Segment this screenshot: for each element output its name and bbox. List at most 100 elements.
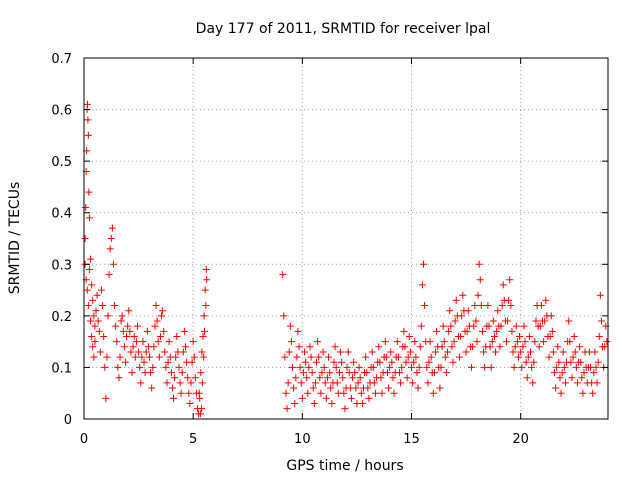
data-point: [196, 410, 204, 418]
data-point: [171, 374, 179, 382]
axis-ticks: [83, 57, 608, 420]
data-point: [450, 338, 458, 346]
data-point: [301, 348, 309, 356]
data-point: [377, 374, 385, 382]
data-point: [358, 400, 366, 408]
data-point: [198, 379, 206, 387]
data-point: [447, 322, 455, 330]
data-point: [286, 322, 294, 330]
data-point: [364, 384, 372, 392]
data-point: [160, 327, 168, 335]
data-point: [343, 363, 351, 371]
x-tick-label: 15: [403, 432, 420, 447]
data-point: [442, 369, 450, 377]
data-point: [283, 405, 291, 413]
data-point: [289, 363, 297, 371]
data-point: [510, 363, 518, 371]
data-point: [132, 338, 140, 346]
data-point: [573, 379, 581, 387]
data-point: [150, 343, 158, 351]
y-axis-label: SRMTID / TECUs: [7, 182, 23, 295]
data-point: [556, 374, 564, 382]
data-point: [566, 338, 574, 346]
data-point: [319, 348, 327, 356]
data-point: [154, 338, 162, 346]
data-point: [320, 363, 328, 371]
data-point: [128, 369, 136, 377]
data-point: [397, 379, 405, 387]
data-point: [545, 353, 553, 361]
data-point: [425, 358, 433, 366]
data-point: [330, 358, 338, 366]
data-point: [104, 312, 112, 320]
data-point: [416, 343, 424, 351]
data-point: [100, 332, 108, 340]
data-point: [337, 348, 345, 356]
data-point: [546, 332, 554, 340]
data-point: [551, 369, 559, 377]
data-point: [569, 353, 577, 361]
data-point: [404, 353, 412, 361]
data-point: [125, 307, 133, 315]
data-point: [462, 348, 470, 356]
data-point: [553, 363, 561, 371]
data-point: [412, 353, 420, 361]
data-point: [512, 322, 520, 330]
data-point: [102, 394, 110, 402]
data-point: [116, 353, 124, 361]
data-point: [354, 379, 362, 387]
data-point: [130, 332, 138, 340]
data-point: [437, 363, 445, 371]
y-tick-label: 0: [64, 413, 72, 428]
data-point: [387, 348, 395, 356]
data-point: [572, 363, 580, 371]
data-point: [514, 353, 522, 361]
data-point: [532, 317, 540, 325]
data-point: [325, 353, 333, 361]
data-point: [101, 363, 109, 371]
data-point: [91, 338, 99, 346]
data-point: [521, 338, 529, 346]
data-point: [385, 384, 393, 392]
data-point: [83, 286, 91, 294]
data-point: [177, 389, 185, 397]
data-point: [331, 343, 339, 351]
data-point: [477, 302, 485, 310]
data-point: [305, 363, 313, 371]
data-point: [201, 327, 209, 335]
data-point: [580, 369, 588, 377]
data-point: [410, 358, 418, 366]
data-point: [186, 400, 194, 408]
data-point: [376, 358, 384, 366]
data-point: [135, 348, 143, 356]
data-point: [552, 384, 560, 392]
data-point: [309, 384, 317, 392]
data-point: [99, 302, 107, 310]
data-point: [133, 322, 141, 330]
data-point: [444, 348, 452, 356]
data-point: [335, 369, 343, 377]
data-point: [327, 384, 335, 392]
data-point: [474, 291, 482, 299]
data-point: [590, 369, 598, 377]
data-point: [414, 384, 422, 392]
data-point: [578, 374, 586, 382]
data-point: [146, 353, 153, 361]
data-point: [554, 343, 562, 351]
data-point: [395, 369, 403, 377]
x-axis-label: GPS time / hours: [286, 458, 403, 474]
data-point: [488, 338, 496, 346]
data-point: [151, 322, 159, 330]
data-point: [596, 291, 604, 299]
data-point: [168, 384, 176, 392]
data-point: [117, 317, 125, 325]
data-point: [528, 363, 536, 371]
data-point: [540, 338, 548, 346]
data-point: [201, 286, 209, 294]
data-point: [420, 260, 428, 268]
data-point: [411, 338, 419, 346]
data-point: [311, 379, 319, 387]
data-point: [603, 338, 611, 346]
data-point: [279, 271, 287, 279]
data-point: [375, 343, 383, 351]
